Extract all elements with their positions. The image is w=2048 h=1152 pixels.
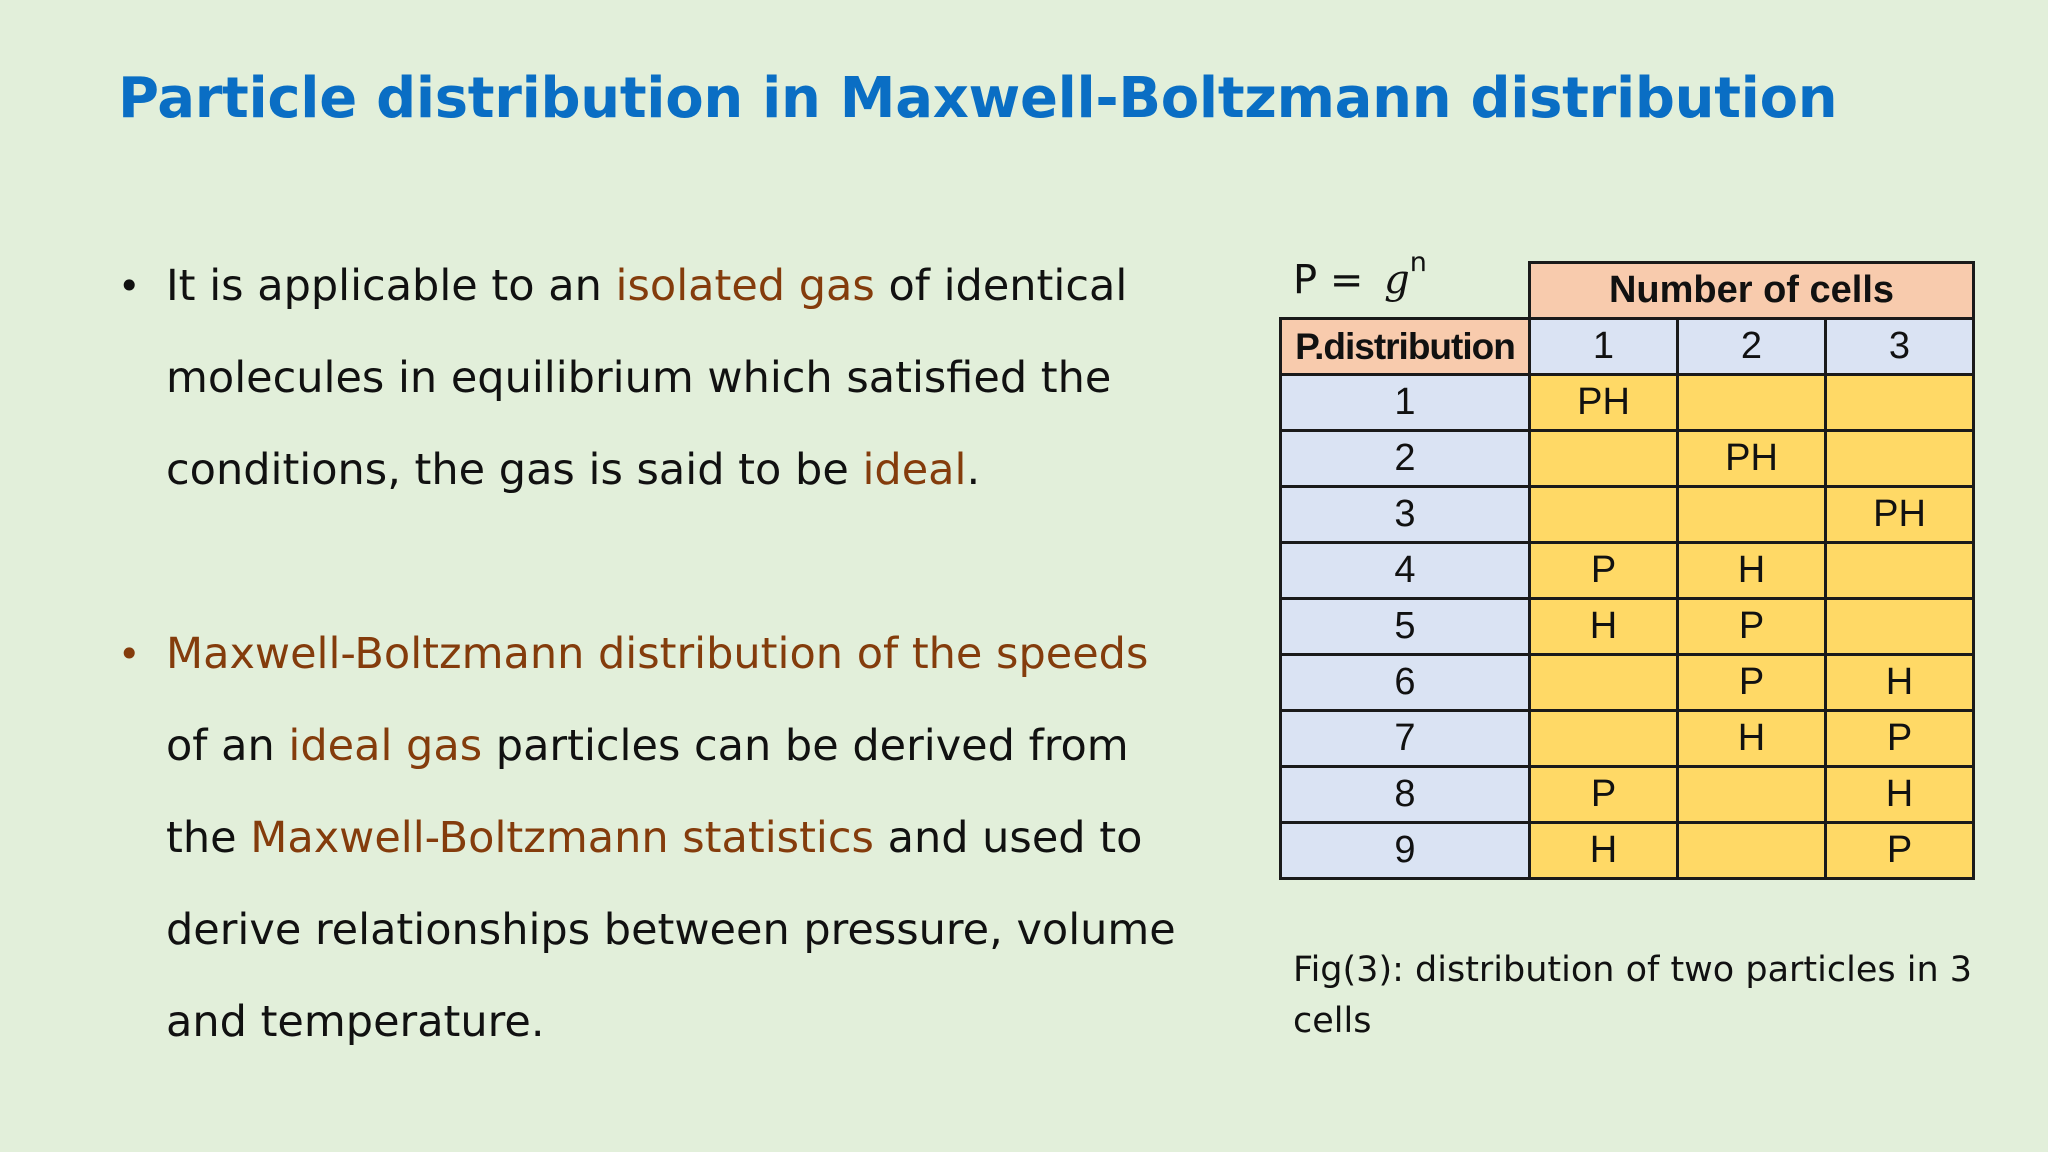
table-cell: [1824, 429, 1975, 488]
highlight-term: ideal gas: [288, 721, 483, 771]
table-cell: [1528, 709, 1679, 768]
row-index: 5: [1279, 597, 1531, 656]
distribution-table: Number of cells P.distribution 1 2 3 1 PH…: [1279, 261, 1975, 880]
table-row: 1 PH: [1279, 373, 1975, 432]
table-cell: [1528, 485, 1679, 544]
table-cell: [1676, 821, 1827, 880]
table-cell: [1824, 541, 1975, 600]
row-index: 8: [1279, 765, 1531, 824]
row-index: 2: [1279, 429, 1531, 488]
table-cell: [1676, 485, 1827, 544]
table-cell: [1528, 429, 1679, 488]
bullet-text: and used to derive relationships between…: [166, 813, 1176, 1047]
formula: P = gn: [1293, 247, 1427, 304]
row-index: 9: [1279, 821, 1531, 880]
table-cell: H: [1824, 653, 1975, 712]
table-cell: H: [1528, 821, 1679, 880]
highlight-term: Maxwell-Boltzmann distribution of the sp…: [166, 629, 1149, 679]
bullet-text: particles can be derived from the: [166, 721, 1129, 863]
row-index: 4: [1279, 541, 1531, 600]
formula-exponent: n: [1409, 247, 1427, 278]
formula-base: g: [1384, 257, 1410, 304]
bullet-dot-icon: •: [118, 264, 141, 308]
table-cell: P: [1676, 653, 1827, 712]
highlight-term: ideal: [862, 445, 967, 495]
p-distribution-header: P.distribution: [1279, 317, 1531, 376]
table-cell: H: [1676, 541, 1827, 600]
table-cell: P: [1528, 765, 1679, 824]
table-cell: H: [1676, 709, 1827, 768]
slide-title: Particle distribution in Maxwell-Boltzma…: [118, 66, 1838, 131]
table-row: 3 PH: [1279, 485, 1975, 544]
table-cell: P: [1824, 821, 1975, 880]
table-cell: PH: [1824, 485, 1975, 544]
table-cell: [1676, 765, 1827, 824]
table-corner: [1281, 263, 1530, 319]
column-header: 2: [1676, 317, 1827, 376]
table-cell: H: [1528, 597, 1679, 656]
bullet-text: It is applicable to an: [166, 261, 616, 311]
highlight-term: Maxwell-Boltzmann statistics: [250, 813, 874, 863]
bullet-item: • Maxwell-Boltzmann distribution of the …: [118, 608, 1178, 1068]
table-cell: [1824, 373, 1975, 432]
bullet-list: • It is applicable to an isolated gas of…: [118, 240, 1178, 1068]
table-cell: P: [1676, 597, 1827, 656]
bullet-text: of identical molecules in equilibrium wh…: [166, 261, 1128, 495]
table-cell: [1528, 653, 1679, 712]
bullet-dot-icon: •: [118, 632, 141, 676]
table-cell: [1676, 373, 1827, 432]
table-cell: H: [1824, 765, 1975, 824]
table-cell: PH: [1676, 429, 1827, 488]
table-cell: [1824, 597, 1975, 656]
table-row: 2 PH: [1279, 429, 1975, 488]
column-header: 3: [1824, 317, 1975, 376]
bullet-text: .: [966, 445, 981, 495]
column-header: 1: [1528, 317, 1679, 376]
row-index: 7: [1279, 709, 1531, 768]
highlight-term: isolated gas: [615, 261, 875, 311]
formula-lhs: P =: [1293, 257, 1364, 304]
table-header-row: P.distribution 1 2 3: [1279, 317, 1975, 376]
row-index: 3: [1279, 485, 1531, 544]
table-cell: P: [1824, 709, 1975, 768]
table-cell: P: [1528, 541, 1679, 600]
bullet-text: of an: [166, 721, 289, 771]
bullet-item: • It is applicable to an isolated gas of…: [118, 240, 1178, 516]
figure-caption: Fig(3): distribution of two particles in…: [1293, 950, 1973, 1041]
row-index: 1: [1279, 373, 1531, 432]
table-group-header-row: Number of cells: [1281, 261, 1975, 320]
table-cell: PH: [1528, 373, 1679, 432]
number-of-cells-header: Number of cells: [1528, 261, 1975, 320]
row-index: 6: [1279, 653, 1531, 712]
